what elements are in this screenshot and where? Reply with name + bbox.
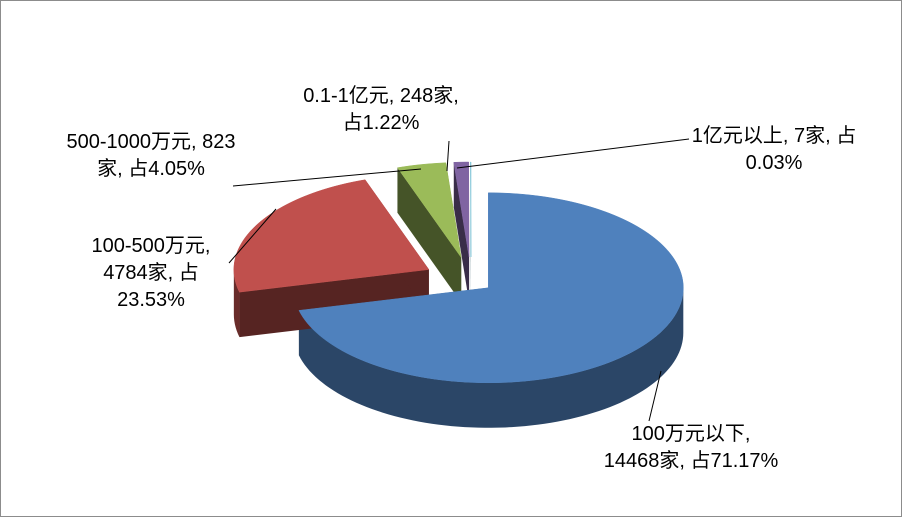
slice-rim — [298, 287, 684, 428]
slice — [233, 179, 430, 293]
slice-side — [397, 167, 462, 303]
data-label: 0.1-1亿元, 248家, 占1.22% — [303, 85, 459, 134]
leader-line — [456, 138, 690, 169]
data-label: 1亿元以上, 7家, 占0.03% — [691, 125, 857, 174]
leader-lines — [228, 138, 690, 422]
leader-line — [648, 370, 662, 422]
data-label: 100-500万元, 4784家, 占23.53% — [91, 235, 211, 311]
slice-side — [239, 269, 429, 338]
slice-side — [453, 162, 470, 303]
leader-line — [228, 208, 277, 264]
slice — [298, 192, 684, 384]
slice — [397, 162, 462, 258]
leader-line — [232, 168, 422, 187]
leader-line — [446, 140, 450, 172]
slice — [453, 161, 470, 258]
data-label: 500-1000万元, 823家, 占4.05% — [66, 131, 236, 180]
slice-rim — [233, 269, 240, 338]
data-label: 100万元以下, 14468家, 占71.17% — [603, 423, 779, 472]
